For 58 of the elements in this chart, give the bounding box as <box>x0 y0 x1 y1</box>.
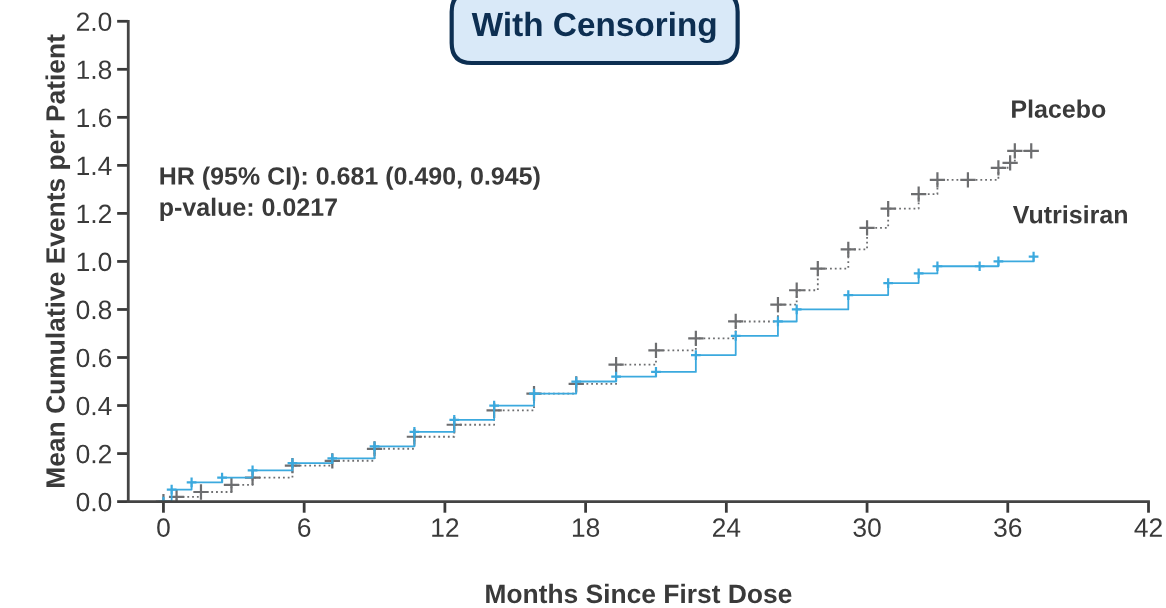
chart-title: With Censoring <box>471 11 716 43</box>
y-tick-label: 0.0 <box>76 492 112 512</box>
point <box>992 255 1005 268</box>
point <box>365 440 384 458</box>
point <box>1027 250 1040 263</box>
y-tick-label: 1.0 <box>77 252 112 272</box>
point <box>647 341 665 360</box>
y-tick-label: 0.4 <box>76 396 112 416</box>
point <box>959 171 977 189</box>
point <box>769 295 787 314</box>
annotation: HR (95% CI): 0.681 (0.490, 0.945) <box>160 166 540 190</box>
point <box>1006 142 1024 160</box>
x-tick-label: 30 <box>853 518 881 537</box>
y-axis-title: Mean Cumulative Events per Patient <box>45 34 71 487</box>
point <box>1022 142 1040 160</box>
point <box>879 199 897 218</box>
annotation: p-value: 0.0217 <box>160 197 337 221</box>
point <box>787 281 806 300</box>
x-tick-label: 36 <box>994 518 1022 537</box>
x-tick-label: 42 <box>1134 518 1162 537</box>
x-tick-label: 18 <box>572 518 600 537</box>
point <box>726 312 745 331</box>
point <box>687 329 705 348</box>
point <box>839 240 858 259</box>
point <box>570 375 583 388</box>
series-label: Placebo <box>1012 99 1106 118</box>
point <box>928 171 947 189</box>
point <box>912 267 925 280</box>
y-tick-label: 1.8 <box>77 60 112 80</box>
x-tick-label: 12 <box>432 518 459 537</box>
y-tick-label: 0.8 <box>76 300 112 320</box>
x-tick-label: 0 <box>157 518 170 537</box>
y-tick-label: 2.0 <box>76 12 112 32</box>
point <box>326 452 339 465</box>
point <box>185 476 198 489</box>
y-tick-label: 0.2 <box>76 444 111 464</box>
x-axis-title: Months Since First Dose <box>486 583 792 604</box>
x-tick-label: 24 <box>712 518 741 537</box>
point <box>790 303 803 316</box>
point <box>809 259 827 278</box>
y-tick-label: 0.6 <box>76 348 112 368</box>
point <box>222 476 241 494</box>
point <box>323 452 342 470</box>
y-tick-label: 1.2 <box>77 204 111 223</box>
y-tick-label: 1.6 <box>77 108 112 128</box>
point <box>192 483 210 501</box>
x-tick-label: 6 <box>298 518 311 537</box>
point <box>858 219 876 237</box>
point <box>165 483 178 496</box>
point <box>607 355 625 374</box>
point <box>246 464 259 477</box>
point <box>989 159 1008 177</box>
point <box>167 488 186 502</box>
series-label: Vutrisiran <box>1012 205 1127 224</box>
point <box>368 440 381 453</box>
point <box>1001 154 1019 172</box>
y-tick-label: 1.4 <box>77 156 112 175</box>
point <box>909 185 928 203</box>
